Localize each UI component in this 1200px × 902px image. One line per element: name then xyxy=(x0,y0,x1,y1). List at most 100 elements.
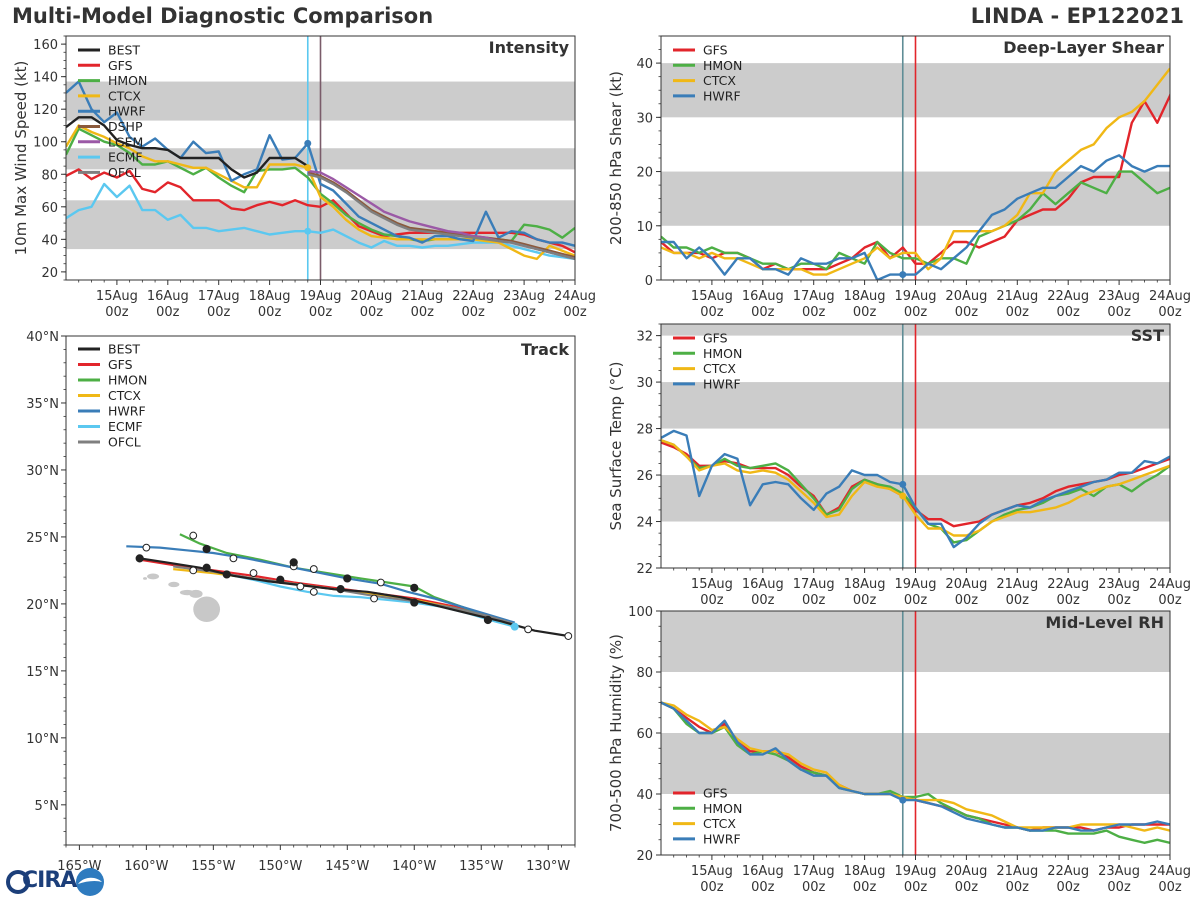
x-tick-label: 21Aug xyxy=(401,289,443,304)
track-point-open-ofcl xyxy=(189,566,198,575)
x-tick-label: 17Aug xyxy=(793,577,835,592)
x-tick-label: 20Aug xyxy=(945,864,987,879)
y-tick-label: 25°N xyxy=(26,531,59,546)
y-axis-label: 200-850 hPa Shear (kt) xyxy=(607,71,625,245)
legend-label-hmon: HMON xyxy=(703,58,742,73)
series-line-hwrf xyxy=(661,701,1170,832)
x-tick-label-hour: 00z xyxy=(1057,305,1081,320)
x-tick-label-hour: 00z xyxy=(955,593,979,608)
legend-label-gfs: GFS xyxy=(108,357,133,372)
x-tick-label-hour: 00z xyxy=(1158,305,1182,320)
y-axis-label: 700-500 hPa Humidity (%) xyxy=(607,634,625,832)
x-tick-label: 15Aug xyxy=(691,577,733,592)
series-group xyxy=(661,67,1170,280)
x-tick-label: 155°W xyxy=(191,859,235,874)
x-tick-label-hour: 00z xyxy=(802,305,826,320)
x-tick-label-hour: 00z xyxy=(853,593,877,608)
x-tick-label: 23Aug xyxy=(1098,864,1140,879)
track-point-open-ofcl xyxy=(249,569,258,577)
island-land xyxy=(143,577,148,580)
series-line-ctcx xyxy=(661,439,1170,537)
track-point-best xyxy=(276,575,285,584)
y-tick-label: 40 xyxy=(636,788,653,803)
analysis-point-hwrf xyxy=(304,139,312,147)
y-tick-label: 160 xyxy=(33,38,58,53)
track-point-best xyxy=(343,574,352,583)
y-tick-label: 0 xyxy=(645,274,653,289)
island-land xyxy=(193,596,221,622)
figure-title: Multi-Model Diagnostic Comparison xyxy=(12,4,434,28)
legend-label-hwrf: HWRF xyxy=(703,376,741,391)
legend-label-gfs: GFS xyxy=(703,331,728,346)
x-tick-label-hour: 00z xyxy=(700,305,724,320)
x-tick-label-hour: 00z xyxy=(258,305,282,320)
track-point-open-hwrf xyxy=(309,565,318,573)
track-point-best xyxy=(202,563,211,572)
x-tick-label: 16Aug xyxy=(742,289,784,304)
x-tick-label-hour: 00z xyxy=(955,305,979,320)
x-tick-label: 20Aug xyxy=(350,289,392,304)
x-tick-label: 24Aug xyxy=(1149,289,1191,304)
y-tick-label: 28 xyxy=(636,423,653,438)
island-land xyxy=(189,589,203,598)
legend-label-hwrf: HWRF xyxy=(703,88,741,103)
x-tick-label: 18Aug xyxy=(844,864,886,879)
series-line-dshp xyxy=(307,171,575,259)
legend-label-hwrf: HWRF xyxy=(703,831,741,846)
x-tick-label: 145°W xyxy=(325,859,369,874)
track-point-open-best xyxy=(564,632,573,640)
series-line-ofcl xyxy=(307,173,575,261)
x-tick-label-hour: 00z xyxy=(1006,880,1030,895)
x-tick-label: 24Aug xyxy=(554,289,596,304)
x-tick-label: 18Aug xyxy=(844,577,886,592)
series-group xyxy=(661,429,1170,549)
y-tick-label: 100 xyxy=(33,136,58,151)
legend-label-ofcl: OFCL xyxy=(108,165,141,180)
analysis-point-ctcx xyxy=(899,492,907,500)
x-tick-label-hour: 00z xyxy=(1107,880,1131,895)
x-tick-label-hour: 00z xyxy=(1158,593,1182,608)
x-tick-label-hour: 00z xyxy=(751,305,775,320)
y-tick-label: 100 xyxy=(628,605,653,620)
x-tick-label: 16Aug xyxy=(742,864,784,879)
x-tick-label-hour: 00z xyxy=(853,305,877,320)
y-tick-label: 10°N xyxy=(26,732,59,747)
x-tick-label-hour: 00z xyxy=(563,305,587,320)
y-tick-label: 40 xyxy=(41,233,58,248)
y-tick-label: 20°N xyxy=(26,598,59,613)
y-tick-label: 32 xyxy=(636,330,653,345)
y-tick-label: 22 xyxy=(636,562,653,577)
legend-label-ctcx: CTCX xyxy=(108,388,141,403)
x-tick-label-hour: 00z xyxy=(802,593,826,608)
panel-title: Deep-Layer Shear xyxy=(1003,38,1164,57)
series-group xyxy=(661,701,1170,844)
track-point-open-hwrf xyxy=(229,554,238,563)
x-tick-label: 21Aug xyxy=(996,577,1038,592)
x-tick-label: 15Aug xyxy=(691,289,733,304)
track-point-best xyxy=(483,615,493,625)
y-tick-label: 30°N xyxy=(26,464,59,479)
x-tick-label: 22Aug xyxy=(1047,577,1089,592)
analysis-point-hwrf xyxy=(899,480,907,488)
panel-intensity: 2040608010012014016015Aug00z16Aug00z17Au… xyxy=(12,35,596,320)
track-point-best xyxy=(222,570,231,579)
legend-label-best: BEST xyxy=(108,43,140,58)
x-tick-label: 23Aug xyxy=(503,289,545,304)
x-tick-label: 18Aug xyxy=(249,289,291,304)
y-tick-label: 20 xyxy=(41,266,58,281)
x-tick-label: 21Aug xyxy=(996,864,1038,879)
x-tick-label-hour: 00z xyxy=(1158,880,1182,895)
x-tick-label: 24Aug xyxy=(1149,864,1191,879)
y-axis-label: 10m Max Wind Speed (kt) xyxy=(12,61,30,256)
x-tick-label-hour: 00z xyxy=(751,593,775,608)
storm-title: LINDA - EP122021 xyxy=(970,4,1184,28)
y-tick-label: 120 xyxy=(33,103,58,118)
legend-label-best: BEST xyxy=(108,342,140,357)
legend-label-ecmf: ECMF xyxy=(108,150,143,165)
legend-label-ofcl: OFCL xyxy=(108,435,141,450)
x-tick-label: 17Aug xyxy=(793,864,835,879)
